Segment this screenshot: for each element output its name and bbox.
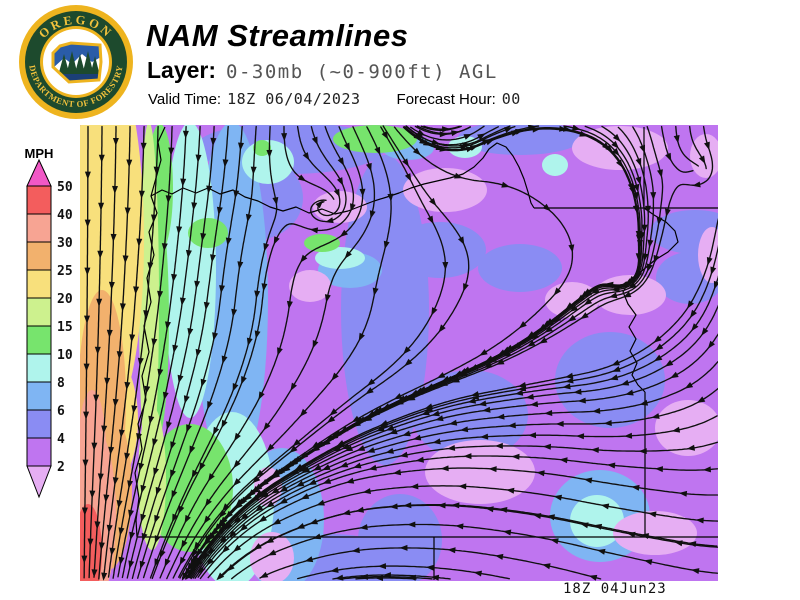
- forecast-hour-label: Forecast Hour:: [396, 91, 496, 108]
- valid-time-label: Valid Time:: [148, 91, 222, 108]
- svg-text:15: 15: [57, 320, 73, 335]
- oregon-state-emblem: [51, 41, 103, 84]
- svg-text:10: 10: [57, 348, 73, 363]
- svg-text:50: 50: [57, 180, 73, 195]
- svg-text:30: 30: [57, 236, 73, 251]
- valid-time-value: 18Z 06/04/2023: [227, 90, 361, 108]
- mph-label: MPH: [25, 146, 54, 161]
- odf-logo: OREGON DEPARTMENT OF FORESTRY: [19, 5, 133, 119]
- svg-text:4: 4: [57, 432, 65, 447]
- layer-line: Layer: 0-30mb (~0-900ft) AGL: [147, 57, 498, 84]
- svg-text:25: 25: [57, 264, 73, 279]
- layer-label: Layer:: [147, 57, 217, 83]
- svg-text:40: 40: [57, 208, 73, 223]
- forecast-hour-value: 00: [501, 90, 521, 108]
- speed-colorbar: MPH 50 40 30 25 20 15 10 8 6 4 2: [25, 146, 73, 499]
- svg-text:8: 8: [57, 376, 65, 391]
- colorbar-segments: 50 40 30 25 20 15 10 8 6 4 2: [26, 158, 73, 499]
- svg-text:6: 6: [57, 404, 65, 419]
- time-line: Valid Time: 18Z 06/04/2023 Forecast Hour: 0…: [148, 90, 521, 108]
- svg-text:2: 2: [57, 460, 65, 475]
- page-title: NAM Streamlines: [146, 18, 409, 53]
- streamline-map: [80, 125, 718, 581]
- map-timestamp: 18Z 04Jun23: [563, 581, 667, 597]
- streamline-arrowheads: [81, 125, 718, 581]
- svg-text:20: 20: [57, 292, 73, 307]
- layer-value: 0-30mb (~0-900ft) AGL: [226, 61, 498, 83]
